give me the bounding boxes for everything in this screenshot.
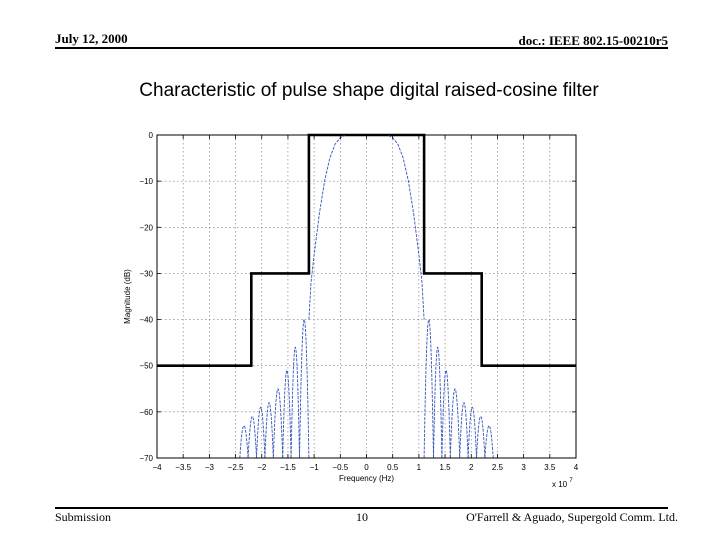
y-axis-label: Magnitude (dB) — [123, 269, 132, 324]
footer-page-number: 10 — [356, 510, 368, 524]
x-axis-multiplier: x 10 7 — [552, 478, 573, 489]
header-rule — [55, 47, 668, 49]
x-tick-label: 1 — [417, 463, 422, 472]
x-tick-label: −1 — [310, 463, 320, 472]
sidelobe-arc — [299, 319, 310, 459]
x-tick-label: 0.5 — [387, 463, 399, 472]
slide-title: Characteristic of pulse shape digital ra… — [139, 80, 599, 101]
x-tick-label: 0 — [364, 463, 369, 472]
sidelobe-arc — [467, 406, 477, 459]
y-tick-label: −60 — [139, 408, 153, 417]
x-tick-label: −2 — [257, 463, 267, 472]
x-tick-label: −1.5 — [280, 463, 296, 472]
y-tick-label: −30 — [139, 269, 153, 278]
header-doc-id: doc.: IEEE 802.15-00210r5 — [518, 33, 669, 48]
x-tick-label: 3 — [521, 463, 526, 472]
y-tick-label: −20 — [139, 223, 153, 232]
sidelobe-arc — [441, 369, 451, 459]
y-tick-label: −40 — [139, 316, 153, 325]
y-tick-label: 0 — [149, 131, 154, 140]
x-tick-label: 2.5 — [492, 463, 504, 472]
grid-layer — [157, 135, 576, 458]
footer-rule — [55, 507, 668, 509]
sidelobe-arc — [272, 388, 284, 459]
y-tick-label: −50 — [139, 362, 153, 371]
sidelobe-arc — [239, 425, 249, 459]
sidelobe-arc — [433, 346, 443, 459]
x-tick-label: 3.5 — [544, 463, 556, 472]
sidelobe-arc — [256, 406, 266, 459]
sidelobe-arc — [423, 319, 434, 459]
x-tick-label: 4 — [574, 463, 579, 472]
response-line — [308, 134, 425, 320]
x-tick-label: −3 — [205, 463, 215, 472]
sidelobe-arc — [449, 388, 461, 459]
sidelobe-arc — [290, 346, 300, 459]
y-tick-label: −10 — [139, 177, 153, 186]
x-tick-label: −4 — [152, 463, 162, 472]
x-tick-label: −2.5 — [228, 463, 244, 472]
x-tick-label: 1.5 — [440, 463, 452, 472]
magnitude-response-chart: −4 −3.5 −3 −2.5 −2 −1.5 −1 −0.5 0 0.5 1 1.5 2 2.5 3 3.5… — [123, 131, 579, 489]
footer-authors: O'Farrell & Aguado, Supergold Comm. Ltd. — [466, 510, 678, 524]
x-multiplier-base: x 10 — [552, 480, 568, 489]
y-tick-label: −70 — [139, 454, 153, 463]
x-tick-label: −3.5 — [175, 463, 191, 472]
sidelobe-arc — [484, 425, 494, 459]
x-axis-label: Frequency (Hz) — [339, 474, 394, 483]
tick-layer: −4 −3.5 −3 −2.5 −2 −1.5 −1 −0.5 0 0.5 1 1.5 2 2.5 3 3.5… — [139, 131, 578, 472]
x-multiplier-exponent: 7 — [569, 478, 573, 484]
x-tick-label: 2 — [469, 463, 474, 472]
footer-submission: Submission — [55, 510, 112, 524]
header-date: July 12, 2000 — [55, 31, 128, 46]
x-tick-label: −0.5 — [332, 463, 348, 472]
sidelobe-arc — [476, 416, 486, 459]
sidelobe-arc — [264, 402, 274, 459]
sidelobe-arc — [247, 416, 257, 459]
sidelobe-arc — [282, 369, 292, 459]
sidelobe-arc — [459, 402, 469, 459]
